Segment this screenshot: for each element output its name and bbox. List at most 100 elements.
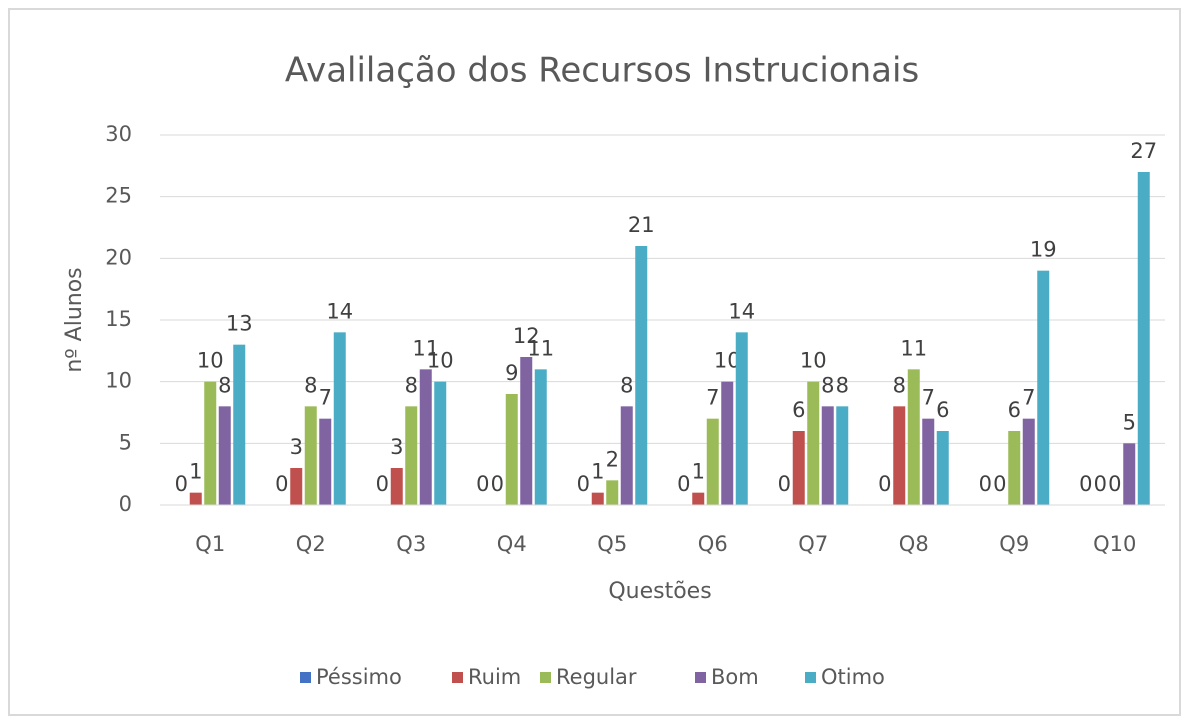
data-label: 10 <box>427 349 454 373</box>
legend-swatch <box>540 672 551 683</box>
data-label: 0 <box>476 472 489 496</box>
data-label: 0 <box>778 472 791 496</box>
legend-swatch <box>695 672 706 683</box>
data-label: 11 <box>412 336 439 360</box>
data-label: 6 <box>792 398 805 422</box>
data-label: 0 <box>577 472 590 496</box>
bar <box>922 418 935 505</box>
bar <box>620 406 633 505</box>
data-label: 8 <box>821 373 834 397</box>
bar <box>520 357 533 505</box>
data-label: 6 <box>1008 398 1021 422</box>
data-label: 8 <box>304 373 317 397</box>
bar <box>333 332 346 505</box>
data-label: 7 <box>1022 386 1035 410</box>
bar <box>792 431 805 505</box>
data-label: 0 <box>878 472 891 496</box>
legend-swatch <box>452 672 463 683</box>
x-tick-label: Q7 <box>798 532 828 556</box>
bar <box>290 468 303 505</box>
bar <box>1037 270 1050 505</box>
data-label: 1 <box>692 460 705 484</box>
data-label: 0 <box>677 472 690 496</box>
y-tick-label: 0 <box>119 492 132 516</box>
bar <box>936 431 949 505</box>
legend-label: Péssimo <box>316 665 402 689</box>
data-label: 9 <box>505 361 518 385</box>
data-label: 5 <box>1123 410 1136 434</box>
data-label: 8 <box>893 373 906 397</box>
bar <box>534 369 547 505</box>
bar <box>505 394 518 505</box>
bar <box>405 406 418 505</box>
x-tick-label: Q3 <box>396 532 426 556</box>
y-tick-label: 5 <box>119 430 132 454</box>
data-label: 6 <box>936 398 949 422</box>
data-label: 11 <box>900 336 927 360</box>
x-tick-label: Q6 <box>698 532 728 556</box>
bar <box>735 332 748 505</box>
bar <box>390 468 403 505</box>
bar <box>233 344 246 505</box>
data-label: 8 <box>836 373 849 397</box>
data-label: 21 <box>628 213 655 237</box>
bar <box>1137 172 1150 505</box>
x-tick-label: Q1 <box>195 532 225 556</box>
bar <box>606 480 619 505</box>
data-label: 2 <box>606 447 619 471</box>
data-label: 0 <box>993 472 1006 496</box>
data-label: 12 <box>513 324 540 348</box>
legend-label: Otimo <box>821 665 885 689</box>
bar <box>807 381 820 505</box>
data-label: 0 <box>175 472 188 496</box>
x-axis-title: Questões <box>608 579 711 604</box>
y-tick-label: 15 <box>105 307 132 331</box>
x-tick-label: Q5 <box>597 532 627 556</box>
bar <box>204 381 217 505</box>
data-label: 10 <box>197 349 224 373</box>
x-tick-label: Q10 <box>1093 532 1136 556</box>
x-tick-label: Q9 <box>999 532 1029 556</box>
bar <box>189 492 202 505</box>
data-label: 11 <box>527 336 554 360</box>
bar <box>1008 431 1021 505</box>
data-label: 0 <box>275 472 288 496</box>
data-label: 0 <box>1108 472 1121 496</box>
bar <box>434 381 447 505</box>
legend-label: Bom <box>711 665 759 689</box>
y-tick-label: 10 <box>105 369 132 393</box>
data-label: 8 <box>620 373 633 397</box>
data-label: 1 <box>189 460 202 484</box>
data-label: 7 <box>706 386 719 410</box>
bar <box>907 369 920 505</box>
bar <box>692 492 705 505</box>
data-label: 19 <box>1030 238 1057 262</box>
chart-border <box>8 8 1181 716</box>
data-label: 0 <box>979 472 992 496</box>
chart-title: Avalilação dos Recursos Instrucionais <box>285 51 919 91</box>
data-label: 13 <box>226 312 253 336</box>
data-label: 3 <box>390 435 403 459</box>
y-tick-label: 25 <box>105 184 132 208</box>
x-tick-label: Q8 <box>899 532 929 556</box>
bar <box>1022 418 1035 505</box>
bar <box>591 492 604 505</box>
data-label: 7 <box>922 386 935 410</box>
y-tick-label: 20 <box>105 245 132 269</box>
data-label: 14 <box>326 299 353 323</box>
y-axis-title: nº Alunos <box>62 267 87 372</box>
data-label: 27 <box>1130 139 1157 163</box>
bar <box>706 418 719 505</box>
data-label: 0 <box>376 472 389 496</box>
bar <box>218 406 231 505</box>
bar <box>893 406 906 505</box>
bar <box>319 418 332 505</box>
data-label: 8 <box>405 373 418 397</box>
x-tick-label: Q2 <box>296 532 326 556</box>
legend-swatch <box>805 672 816 683</box>
data-label: 1 <box>591 460 604 484</box>
data-label: 8 <box>218 373 231 397</box>
x-tick-label: Q4 <box>497 532 527 556</box>
data-label: 3 <box>290 435 303 459</box>
